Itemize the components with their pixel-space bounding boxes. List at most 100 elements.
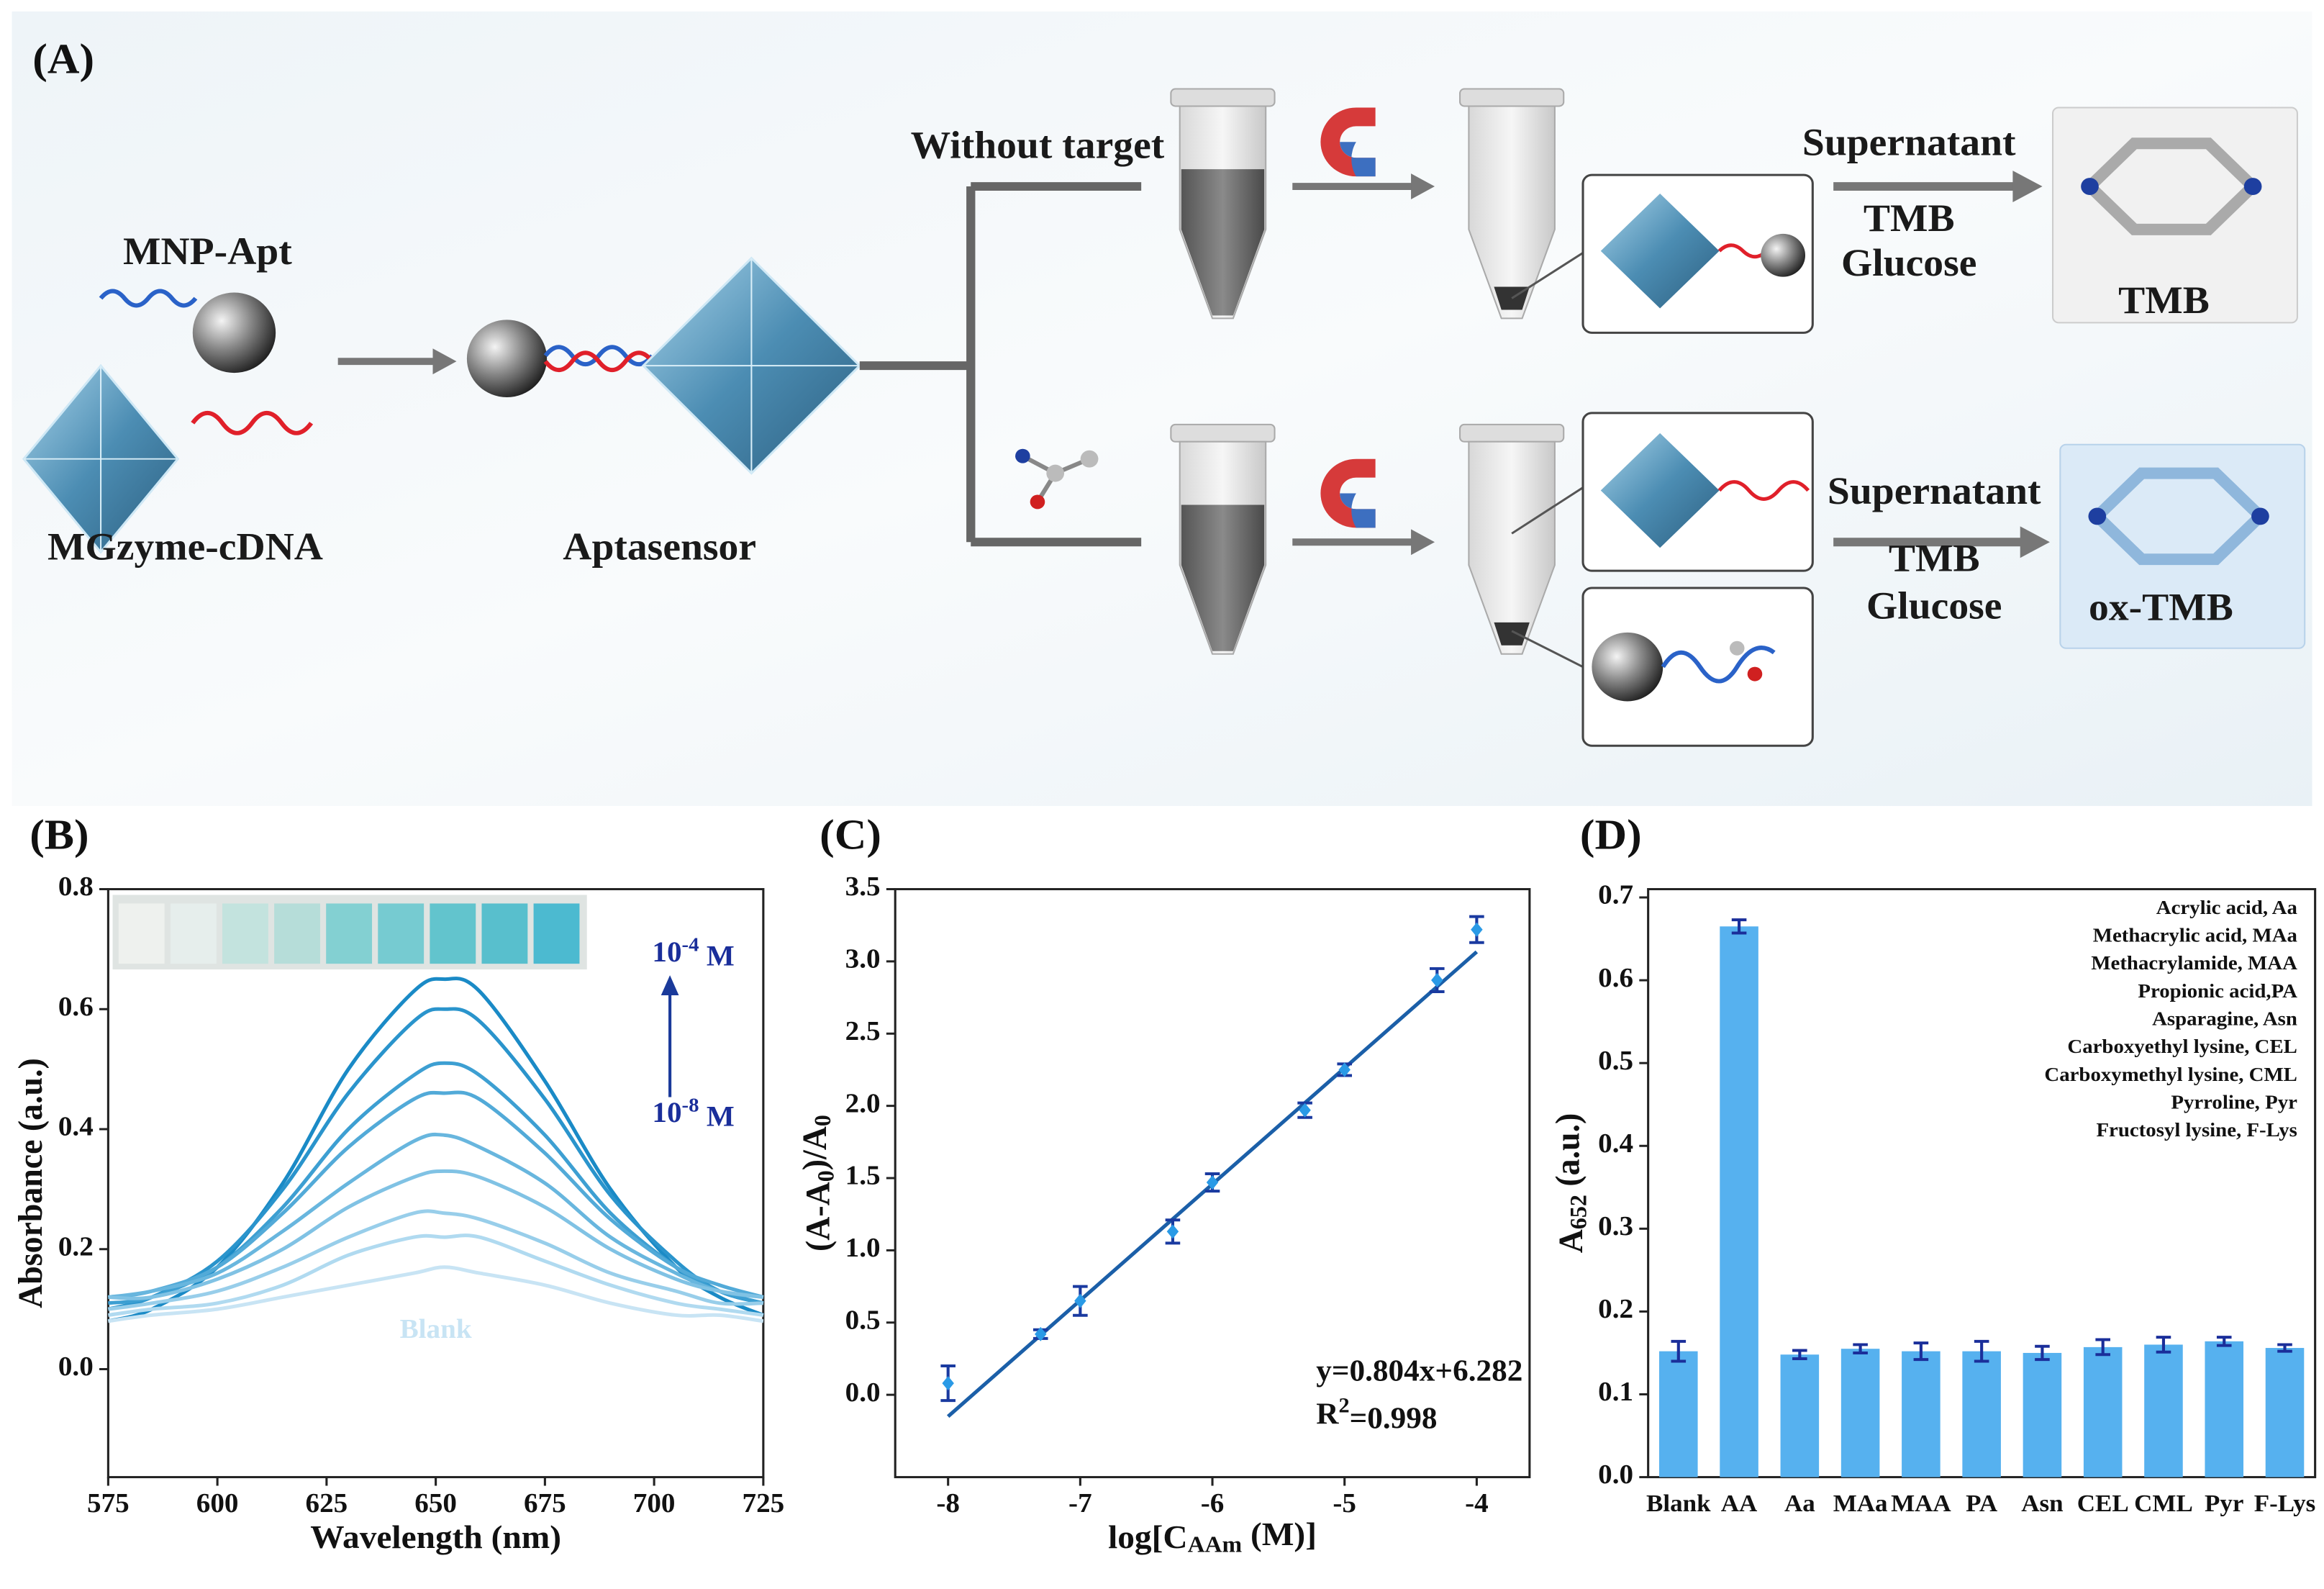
y-tick-label: 0.5 [845,1305,881,1335]
tube-liquid [1181,169,1265,316]
error-bar [1974,1339,1989,1363]
spectrum-line [108,1233,764,1317]
y-axis-label-sub: 0 [813,1170,840,1182]
y-tick-label: 0.1 [1598,1377,1633,1407]
tube-cap [1459,423,1565,443]
x-tick-label: MAA [1891,1490,1951,1517]
label: TMB [1889,536,1980,579]
r-squared: R2=0.998 [1316,1394,1437,1435]
x-tick-label: MAa [1833,1490,1888,1517]
y-axis-label: (A-A0)/A0 [796,1115,840,1251]
bar [1902,1351,1941,1477]
mgzyme-octahedron [1600,194,1720,309]
y-axis-label-part: A [1552,1229,1590,1253]
y-axis-label-sub: 652 [1566,1195,1593,1229]
bar [1962,1351,2001,1477]
x-axis-label-part: log[C [1108,1518,1188,1555]
x-tick-label: Asn [2021,1490,2063,1517]
error-bar [2035,1344,2050,1362]
vial [378,903,425,964]
atom [2251,507,2269,525]
magnetic-bead [1592,632,1663,702]
spectrum-line [108,1132,764,1299]
dna-duplex [543,350,654,373]
legend-note: Propionic acid,PA [2138,980,2297,1002]
magnet [1320,107,1376,177]
atom [1729,640,1745,656]
atom [2088,507,2107,525]
x-tick-label: CML [2134,1490,2193,1517]
annotation-part: M [699,1101,735,1133]
y-axis-label-part: )/A [796,1126,834,1170]
x-tick-label: 650 [414,1489,457,1518]
y-tick-label: 2.0 [845,1089,881,1118]
atom [1747,666,1763,682]
atom [1015,448,1030,463]
x-tick-label: PA [1966,1490,1997,1517]
r-squared-sup: 2 [1338,1394,1349,1417]
tube-top-right [1459,88,1565,320]
x-tick-label: 600 [196,1489,239,1518]
error-bar [2095,1338,2110,1357]
bar [2144,1344,2183,1477]
x-tick-label: Blank [1646,1490,1711,1517]
magnet-pole [1340,493,1376,528]
cdna-strand [191,410,314,435]
data-point [942,1376,954,1391]
label: Glucose [1866,584,2002,627]
x-tick-label: -7 [1068,1489,1092,1518]
mgzyme-octahedron [1600,433,1720,548]
label: Aptasensor [563,525,756,568]
vial [430,903,476,964]
tube-body [1468,440,1556,655]
octahedron-edges [23,366,178,553]
spectrum-line [107,977,764,1323]
atom [1080,450,1099,468]
branch-lines [859,182,1142,547]
legend-note: Methacrylamide, MAA [2091,953,2297,974]
bar [2023,1352,2062,1477]
y-tick-label: 2.5 [845,1017,881,1046]
tube-bottom-right [1459,423,1565,655]
x-tick-label: 700 [633,1489,676,1518]
arrow [1833,182,2023,547]
magnet-pole [1340,142,1376,177]
y-tick-label: 1.0 [845,1233,881,1263]
x-tick-label: 725 [743,1489,785,1518]
data-point [1431,973,1443,987]
data-point [1338,1062,1351,1077]
y-tick-label: 0.4 [1598,1128,1633,1158]
annotation-sup: -4 [682,933,699,955]
vial [118,903,165,964]
panel-a: (A) MNP-Apt MGzyme-cDNA Aptasensor Witho… [12,11,2312,806]
y-axis-label: A652 (a.u.) [1549,1113,1593,1254]
atom [1046,464,1065,482]
vial [326,903,373,964]
x-tick-label: AA [1721,1490,1758,1517]
panel-background [12,11,2312,806]
y-tick-label: 0.6 [1598,963,1633,992]
label: MNP-Apt [123,230,292,273]
y-tick-label: 3.5 [845,872,881,902]
x-tick-label: F-Lys [2254,1490,2316,1517]
panel-label: (C) [820,811,881,859]
label: Supernatant [1828,469,2041,512]
atom [1030,494,1045,510]
label: MGzyme-cDNA [47,525,323,568]
error-bar [2277,1343,2292,1353]
data-point [1299,1103,1311,1118]
annotation-part: 10 [652,936,681,968]
annotation-sup: -8 [682,1095,699,1116]
y-axis-label-part: (a.u.) [1549,1113,1587,1195]
callout-line [1511,250,1587,668]
tube-body [1468,105,1556,320]
magnetic-bead [466,320,548,397]
spectrum-line [107,1007,764,1311]
error-bar [1853,1343,1868,1354]
vial [222,903,268,964]
vial [481,903,528,964]
r-squared-part: =0.998 [1350,1402,1438,1435]
x-axis-label-sub: AAm [1188,1533,1242,1558]
annotation-part: M [699,940,735,972]
